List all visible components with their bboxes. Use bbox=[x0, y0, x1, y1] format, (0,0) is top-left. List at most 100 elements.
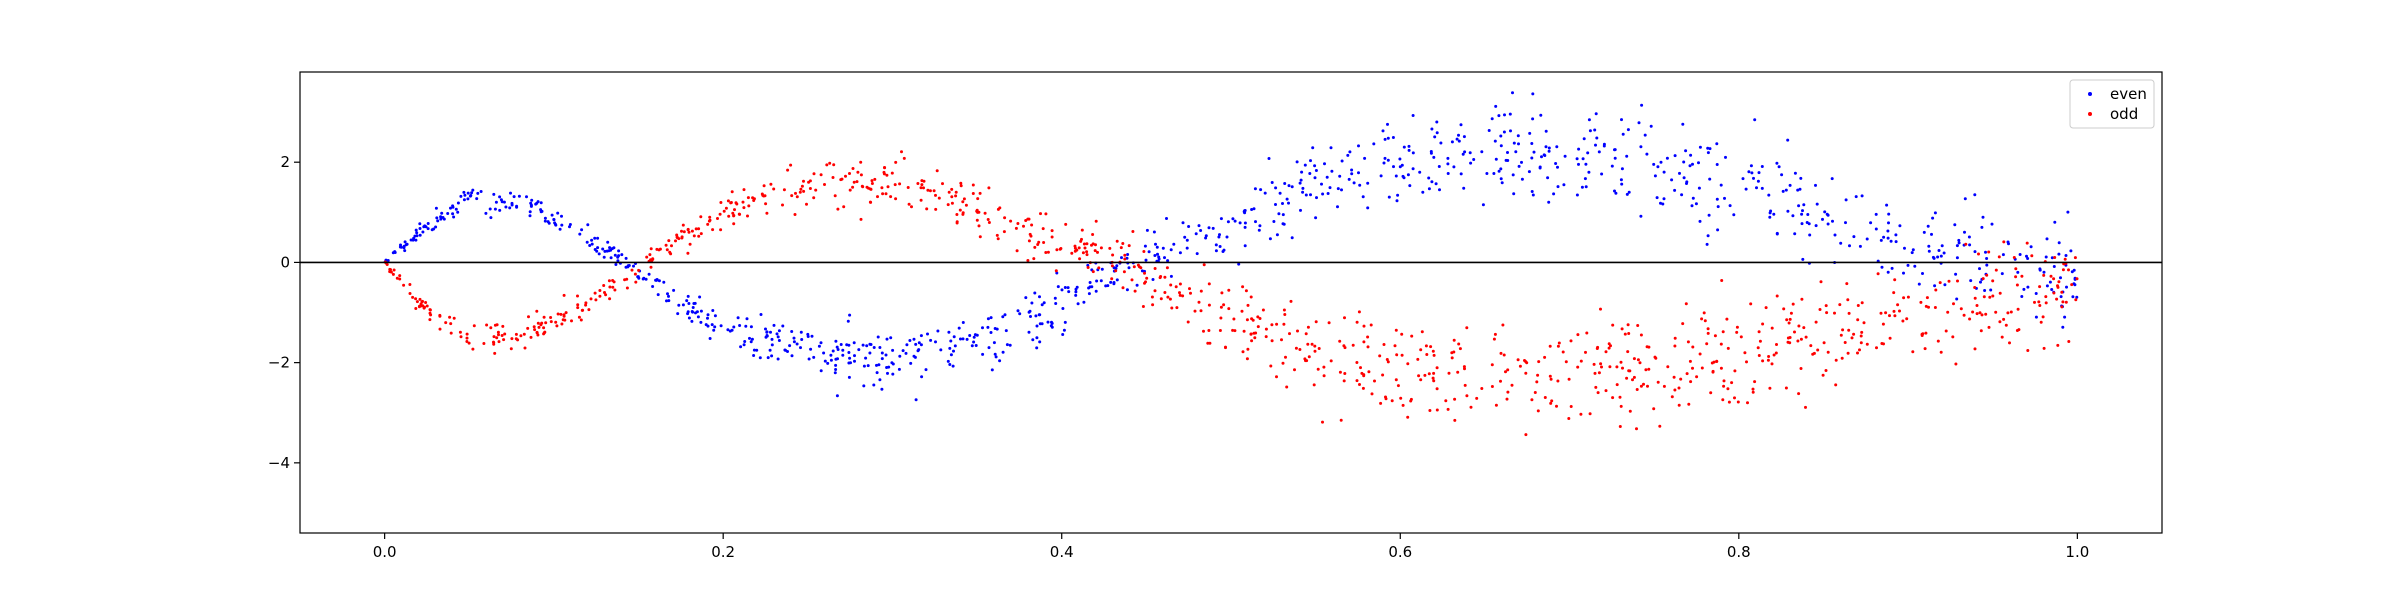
data-point-even bbox=[1155, 245, 1159, 249]
data-point-even bbox=[799, 346, 802, 350]
data-point-even bbox=[2034, 315, 2038, 319]
data-point-odd bbox=[1024, 219, 1028, 222]
data-point-even bbox=[534, 202, 538, 206]
data-point-even bbox=[1153, 254, 1157, 257]
data-point-odd bbox=[1579, 359, 1583, 363]
data-point-odd bbox=[1892, 291, 1896, 295]
data-point-even bbox=[961, 321, 965, 324]
data-point-even bbox=[775, 332, 779, 336]
data-point-even bbox=[1652, 162, 1656, 166]
data-point-odd bbox=[1952, 302, 1955, 306]
data-point-even bbox=[710, 323, 714, 327]
data-point-odd bbox=[1450, 351, 1454, 355]
data-point-even bbox=[552, 218, 556, 222]
data-point-even bbox=[1552, 192, 1556, 196]
data-point-odd bbox=[1727, 400, 1731, 404]
data-point-odd bbox=[1307, 355, 1311, 359]
data-point-even bbox=[415, 234, 419, 238]
data-point-even bbox=[1112, 281, 1116, 284]
data-point-odd bbox=[2008, 341, 2011, 345]
data-point-odd bbox=[793, 213, 797, 216]
data-point-odd bbox=[1083, 246, 1087, 250]
data-point-even bbox=[949, 353, 953, 357]
data-point-even bbox=[1978, 267, 1981, 271]
data-point-odd bbox=[1536, 373, 1540, 377]
data-point-even bbox=[1610, 164, 1614, 168]
data-point-odd bbox=[2075, 277, 2079, 281]
data-point-even bbox=[1825, 212, 1829, 216]
data-point-even bbox=[990, 368, 994, 372]
data-point-even bbox=[1577, 147, 1581, 151]
data-point-even bbox=[1808, 233, 1812, 237]
data-point-even bbox=[1512, 141, 1516, 145]
data-point-even bbox=[2069, 249, 2073, 253]
data-point-odd bbox=[593, 291, 597, 295]
data-point-even bbox=[1446, 156, 1450, 160]
data-point-odd bbox=[1003, 216, 1007, 220]
data-point-even bbox=[1243, 244, 1247, 248]
data-point-even bbox=[786, 350, 789, 353]
data-point-even bbox=[608, 246, 612, 250]
data-point-odd bbox=[1379, 401, 1383, 405]
data-point-even bbox=[1095, 279, 1099, 283]
data-point-odd bbox=[535, 309, 539, 313]
data-point-odd bbox=[1342, 379, 1346, 383]
data-point-even bbox=[1061, 307, 1065, 310]
data-point-odd bbox=[1751, 387, 1755, 391]
data-point-odd bbox=[971, 183, 975, 187]
data-point-even bbox=[998, 359, 1002, 363]
data-point-even bbox=[499, 198, 503, 202]
data-point-odd bbox=[760, 192, 764, 196]
data-point-odd bbox=[1355, 320, 1359, 324]
data-point-even bbox=[1728, 204, 1732, 208]
data-point-odd bbox=[855, 180, 859, 184]
data-point-even bbox=[1272, 220, 1276, 223]
data-point-even bbox=[1381, 129, 1385, 133]
y-axis-ticks: −4−202 bbox=[268, 153, 300, 472]
data-point-odd bbox=[1984, 312, 1988, 316]
data-point-even bbox=[667, 299, 671, 303]
data-point-odd bbox=[1548, 374, 1552, 378]
data-point-even bbox=[2057, 241, 2061, 245]
data-point-odd bbox=[946, 203, 950, 207]
data-point-even bbox=[1502, 130, 1506, 134]
data-point-even bbox=[1661, 202, 1665, 206]
data-point-even bbox=[1004, 329, 1008, 333]
data-point-even bbox=[2052, 265, 2056, 268]
data-point-even bbox=[1562, 183, 1566, 187]
data-point-odd bbox=[738, 212, 742, 216]
data-point-odd bbox=[1097, 266, 1101, 270]
data-point-odd bbox=[598, 294, 602, 298]
data-point-odd bbox=[890, 171, 894, 175]
data-point-even bbox=[706, 313, 710, 317]
data-point-odd bbox=[1462, 365, 1466, 369]
data-point-odd bbox=[1569, 405, 1573, 408]
data-point-odd bbox=[1555, 404, 1558, 408]
data-point-odd bbox=[1812, 351, 1816, 355]
data-point-even bbox=[1788, 183, 1792, 187]
data-point-odd bbox=[1197, 300, 1201, 304]
data-point-odd bbox=[1939, 350, 1943, 354]
data-point-odd bbox=[1241, 350, 1245, 354]
data-point-even bbox=[1258, 224, 1262, 228]
data-point-even bbox=[1407, 144, 1411, 148]
data-point-even bbox=[1879, 238, 1883, 242]
data-point-even bbox=[1531, 193, 1535, 197]
data-point-odd bbox=[732, 222, 736, 226]
data-point-even bbox=[1063, 320, 1067, 324]
data-point-odd bbox=[1721, 330, 1725, 334]
data-point-even bbox=[1115, 278, 1119, 282]
data-point-odd bbox=[1316, 367, 1320, 371]
data-point-even bbox=[1468, 151, 1472, 155]
data-point-odd bbox=[1719, 366, 1723, 370]
data-point-even bbox=[1752, 176, 1755, 180]
data-point-odd bbox=[1978, 311, 1982, 315]
data-point-even bbox=[1973, 250, 1977, 254]
data-point-even bbox=[1556, 165, 1559, 169]
data-point-odd bbox=[1604, 389, 1608, 393]
data-point-even bbox=[1880, 265, 1884, 269]
data-point-odd bbox=[604, 293, 608, 297]
data-point-even bbox=[512, 195, 516, 199]
series-odd bbox=[383, 150, 2079, 437]
data-point-even bbox=[886, 371, 889, 375]
